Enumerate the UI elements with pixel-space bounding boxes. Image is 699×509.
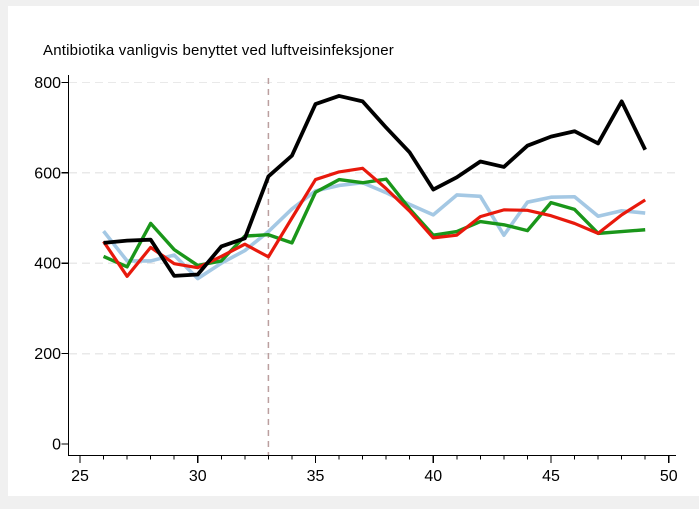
x-tick-label: 40 [424,468,442,485]
x-tick-label: 30 [189,468,207,485]
series-red-line [102,166,647,278]
y-tick-label: 0 [52,437,61,454]
x-tick-label: 35 [307,468,325,485]
series-black-line [103,94,647,278]
y-tick-label: 200 [34,346,61,363]
series-green-line [102,177,646,269]
x-tick-label: 25 [71,468,89,485]
graph-canvas: Antibiotika vanligvis benyttet ved luftv… [8,6,699,496]
x-tick-label: 45 [542,468,560,485]
y-tick-label: 400 [34,256,61,273]
y-tick-label: 600 [34,165,61,182]
y-tick-label: 800 [34,75,61,92]
x-tick-label: 50 [660,468,678,485]
chart-title: Antibiotika vanligvis benyttet ved luftv… [43,42,394,59]
